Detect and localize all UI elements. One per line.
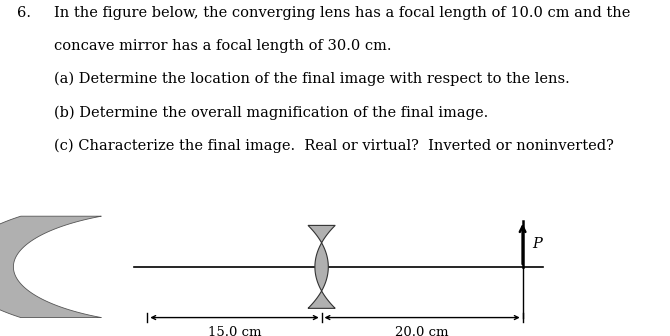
Text: (a) Determine the location of the final image with respect to the lens.: (a) Determine the location of the final … bbox=[54, 72, 570, 86]
Text: 20.0 cm: 20.0 cm bbox=[395, 326, 449, 336]
Text: P: P bbox=[533, 237, 543, 251]
Polygon shape bbox=[0, 216, 101, 318]
Text: In the figure below, the converging lens has a focal length of 10.0 cm and the: In the figure below, the converging lens… bbox=[54, 5, 630, 19]
Text: (c) Characterize the final image.  Real or virtual?  Inverted or noninverted?: (c) Characterize the final image. Real o… bbox=[54, 138, 614, 153]
Text: concave mirror has a focal length of 30.0 cm.: concave mirror has a focal length of 30.… bbox=[54, 39, 391, 53]
Polygon shape bbox=[308, 225, 335, 308]
Text: (b) Determine the overall magnification of the final image.: (b) Determine the overall magnification … bbox=[54, 106, 488, 120]
Text: 15.0 cm: 15.0 cm bbox=[208, 326, 261, 336]
Text: 6.: 6. bbox=[17, 5, 31, 19]
